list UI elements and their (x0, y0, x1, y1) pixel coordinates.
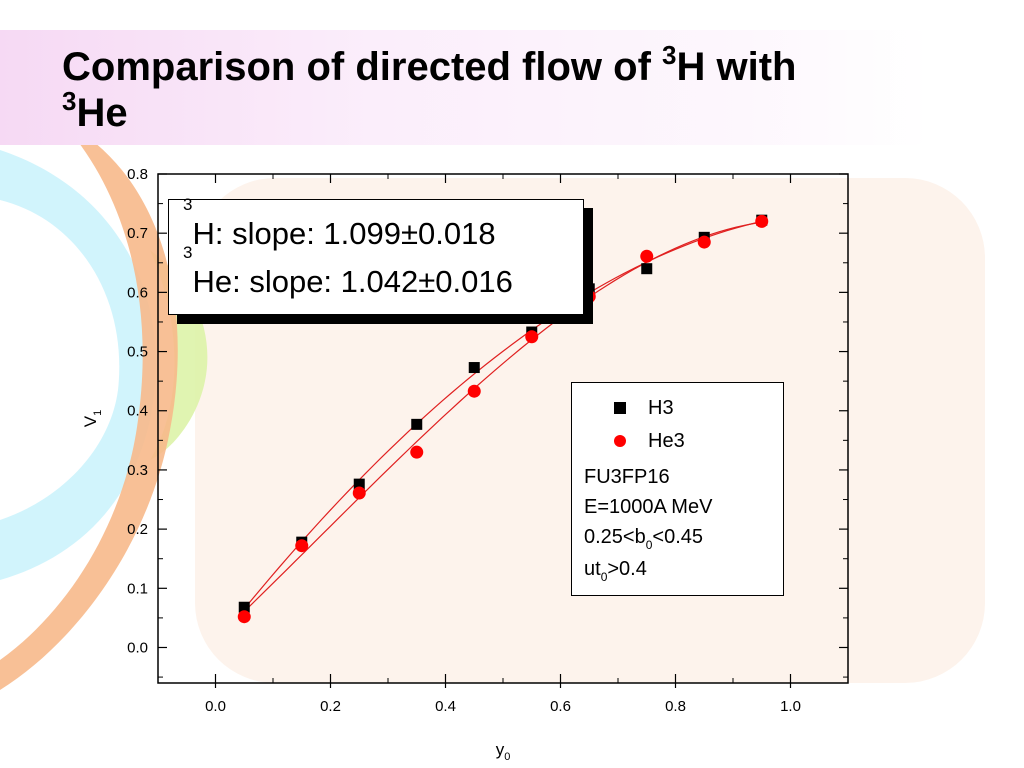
y-tick-label: 0.1 (127, 580, 148, 597)
legend-note3-pre: 0.25<b (584, 526, 646, 548)
data-point-he3 (640, 249, 654, 263)
chart-legend: H3 He3 FU3FP16 E=1000A MeV 0.25<b0<0.45 … (571, 382, 784, 596)
data-point-he3 (352, 486, 366, 500)
data-point-he3 (467, 384, 481, 398)
square-marker-icon (614, 402, 626, 414)
fit-line-h3-text: H: slope: 1.099±0.018 (192, 216, 496, 251)
legend-note-model: FU3FP16 (584, 466, 670, 488)
fit-results-box: 3H: slope: 1.099±0.018 3He: slope: 1.042… (168, 196, 584, 315)
title-superscript-2: 3 (62, 85, 77, 116)
y-tick-label: 0.5 (127, 344, 148, 361)
data-point-he3 (697, 235, 711, 249)
data-point-h3 (238, 601, 250, 613)
legend-label-h3: H3 (648, 397, 674, 419)
fit-line-he3-sup: 3 (183, 243, 193, 262)
legend-note3-post: <0.45 (652, 526, 704, 548)
legend-label-he3: He3 (648, 430, 685, 452)
y-tick-label: 0.8 (127, 166, 148, 183)
title-mid: H with (676, 45, 797, 89)
x-tick-label: 0.2 (320, 698, 341, 715)
slide-title: Comparison of directed flow of 3H with 3H… (62, 42, 942, 136)
data-point-h3 (468, 362, 480, 374)
title-band (0, 30, 930, 145)
y-tick-label: 0.7 (127, 225, 148, 242)
title-suffix: He (76, 91, 128, 135)
legend-note-energy: E=1000A MeV (584, 496, 713, 518)
x-axis-label-sub: 0 (504, 751, 510, 763)
title-superscript-1: 3 (662, 39, 677, 70)
fit-line-he3: 3 He: slope: 1.042±0.016 (183, 244, 583, 306)
data-point-h3 (353, 478, 365, 490)
data-point-he3 (410, 445, 424, 459)
data-point-he3 (755, 214, 769, 228)
x-tick-label: 0.8 (665, 698, 686, 715)
decor-arc-cyan (0, 150, 156, 580)
circle-marker-icon (614, 435, 626, 447)
x-axis-label: y0 (496, 740, 511, 763)
data-point-he3 (237, 610, 251, 624)
fit-line-he3-text: He: slope: 1.042±0.016 (192, 264, 513, 299)
y-tick-label: 0.3 (127, 462, 148, 479)
data-point-h3 (583, 283, 595, 295)
y-tick-label: 0.2 (127, 521, 148, 538)
data-point-h3 (641, 263, 653, 275)
data-point-he3 (582, 290, 596, 304)
y-axis-label-sub: 1 (92, 410, 104, 416)
fit-curve-h3 (243, 220, 762, 610)
x-tick-label: 0.6 (550, 698, 571, 715)
y-tick-label: 0.0 (127, 639, 148, 656)
legend-note4-pre: ut (584, 558, 601, 580)
x-tick-label: 0.4 (435, 698, 456, 715)
data-point-h3 (411, 418, 423, 430)
legend-note-impact-parameter: 0.25<b0<0.45 (584, 522, 783, 554)
title-prefix: Comparison of directed flow of (62, 45, 663, 89)
fit-line-h3-sup: 3 (183, 195, 193, 214)
decor-arc-orange (0, 120, 178, 690)
legend-note4-sub: 0 (600, 570, 608, 584)
legend-note4-post: >0.4 (607, 558, 647, 580)
fit-line-h3: 3 H: slope: 1.099±0.018 (183, 196, 583, 258)
fit-curve-he3 (243, 221, 762, 612)
data-point-he3 (295, 539, 309, 553)
x-tick-label: 0.0 (205, 698, 226, 715)
legend-note-velocity-cut: ut0>0.4 (584, 554, 783, 586)
x-tick-label: 1.0 (780, 698, 801, 715)
legend-item-he3: He3 (584, 429, 783, 462)
legend-item-h3: H3 (584, 396, 783, 429)
data-point-he3 (525, 330, 539, 344)
legend-note3-sub: 0 (645, 538, 653, 552)
y-axis-label: V1 (81, 410, 104, 427)
y-tick-label: 0.4 (127, 403, 148, 420)
y-tick-label: 0.6 (127, 284, 148, 301)
